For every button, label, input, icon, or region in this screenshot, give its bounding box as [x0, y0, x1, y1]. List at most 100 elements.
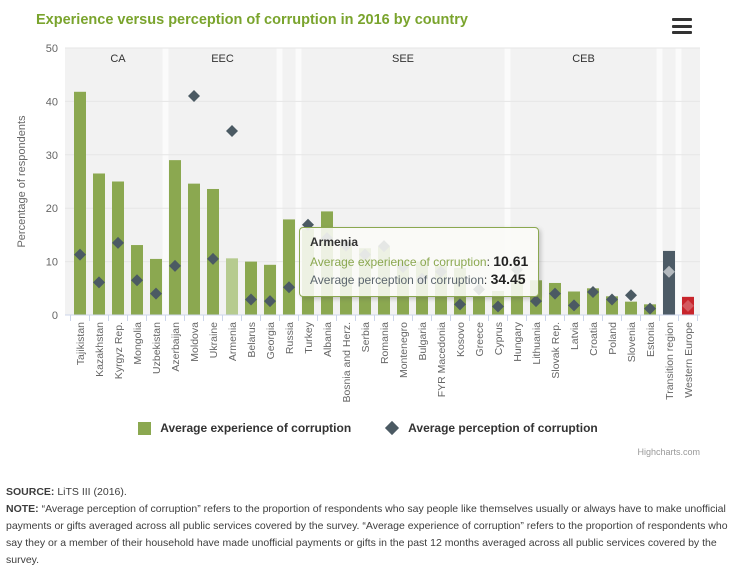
x-axis-label: Uzbekistan — [151, 322, 163, 374]
diamond-marker-mongolia[interactable] — [131, 274, 143, 287]
hamburger-bar — [672, 24, 692, 28]
plot-area: CA EEC SEE CEB Tajikistan Kazakhstan Kyrgyz Re… — [16, 43, 700, 403]
diamond-marker-latvia[interactable] — [568, 299, 580, 312]
x-axis-label: Kyrgyz Rep. — [113, 322, 125, 379]
x-axis-label: Transition region — [664, 322, 676, 400]
bar-armenia[interactable] — [226, 258, 238, 315]
diamond-marker-estonia[interactable] — [644, 302, 656, 315]
x-axis-label: Greece — [474, 322, 486, 357]
region-separator — [162, 48, 169, 315]
x-axis-label: FYR Macedonia — [436, 322, 448, 397]
tooltip-line-perception: Average perception of corruption: 34.45 — [310, 271, 526, 287]
bar-transition-region[interactable] — [663, 250, 675, 315]
diamond-marker-georgia[interactable] — [264, 295, 276, 308]
legend-label-experience: Average experience of corruption — [160, 421, 352, 435]
region-separator — [504, 48, 511, 315]
legend: Average experience of corruption Average… — [0, 420, 736, 436]
x-axis-label: Bosnia and Herz. — [341, 322, 353, 403]
diamond-marker-armenia[interactable] — [226, 125, 238, 138]
diamond-marker-kazakhstan[interactable] — [93, 276, 105, 289]
region-label-eec: EEC — [211, 53, 234, 65]
region-label-ceb: CEB — [572, 53, 595, 65]
tooltip-value-perception: 34.45 — [490, 271, 526, 287]
bar-russia[interactable] — [283, 219, 295, 315]
tooltip-line-experience: Average experience of corruption: 10.61 — [310, 253, 529, 269]
x-axis-label: Hungary — [512, 321, 524, 361]
diamond-marker-kosovo[interactable] — [454, 298, 466, 311]
x-axis-label: Lithuania — [531, 322, 543, 365]
x-axis-label: Albania — [322, 322, 334, 357]
y-axis-label: 50 — [46, 43, 58, 55]
x-axis-label: Romania — [379, 322, 391, 364]
diamond-marker-moldova[interactable] — [188, 90, 200, 103]
chart-container: Experience versus perception of corrupti… — [0, 12, 736, 457]
x-axis-label: Kazakhstan — [94, 322, 106, 377]
x-axis-label: Croatia — [588, 322, 600, 356]
x-axis-label: Tajikistan — [75, 322, 87, 365]
x-axis-label: Latvia — [569, 322, 581, 350]
hamburger-bar — [672, 18, 692, 21]
bar-azerbaijan[interactable] — [169, 160, 181, 315]
region-separator — [656, 48, 663, 315]
source-line: SOURCE: LiTS III (2016). — [6, 486, 127, 498]
chart-title: Experience versus perception of corrupti… — [36, 12, 468, 28]
x-axis-label: Moldova — [189, 322, 201, 362]
hamburger-bar — [672, 31, 692, 34]
y-axis-title: Percentage of respondents — [16, 115, 28, 248]
bar-georgia[interactable] — [264, 264, 276, 315]
diamond-marker-slovenia[interactable] — [625, 289, 637, 302]
bar-uzbekistan[interactable] — [150, 258, 162, 315]
x-axis-label: Cyprus — [493, 322, 505, 355]
y-axis-label: 20 — [46, 203, 58, 215]
diamond-marker-croatia[interactable] — [587, 286, 599, 299]
bar-tajikistan[interactable] — [74, 91, 86, 316]
diamond-marker-kyrgyz-rep-[interactable] — [112, 236, 124, 249]
bar-kazakhstan[interactable] — [93, 173, 105, 315]
legend-item-experience[interactable]: Average experience of corruption — [138, 421, 351, 435]
tooltip-title: Armenia — [310, 235, 359, 249]
region-separator — [276, 48, 283, 315]
note-line: NOTE: “Average perception of corruption”… — [6, 503, 728, 566]
x-axis-label: Azerbaijan — [170, 322, 182, 372]
x-axis-label: Russia — [284, 322, 296, 354]
x-axis-label: Estonia — [645, 322, 657, 357]
diamond-marker-azerbaijan[interactable] — [169, 259, 181, 272]
diamond-marker-cyprus[interactable] — [492, 300, 504, 313]
highcharts-credit-link[interactable]: Highcharts.com — [637, 447, 700, 457]
diamond-marker-lithuania[interactable] — [530, 295, 542, 308]
diamond-marker-uzbekistan[interactable] — [150, 287, 162, 300]
diamond-marker-ukraine[interactable] — [207, 252, 219, 265]
x-axis-label: Turkey — [303, 321, 315, 353]
region-label-see: SEE — [392, 53, 414, 65]
region-separator — [675, 48, 682, 315]
bar-slovenia[interactable] — [625, 301, 637, 315]
x-axis-label: Poland — [607, 322, 619, 355]
x-axis-label: Slovak Rep. — [550, 322, 562, 379]
y-axis-label: 10 — [46, 257, 58, 269]
x-axis-label: Mongolia — [132, 322, 144, 365]
diamond-marker-western-europe[interactable] — [682, 299, 694, 312]
diamond-marker-slovak-rep-[interactable] — [549, 287, 561, 300]
diamond-marker-tajikistan[interactable] — [74, 248, 86, 261]
legend-item-perception[interactable]: Average perception of corruption — [385, 420, 598, 436]
x-axis-label: Belarus — [246, 322, 258, 358]
diamond-marker-transition-region[interactable] — [663, 265, 675, 278]
hamburger-icon[interactable] — [672, 18, 692, 34]
bar-belarus[interactable] — [245, 261, 257, 315]
x-axis-label: Ukraine — [208, 322, 220, 358]
x-axis-label: Kosovo — [455, 322, 467, 357]
diamond-marker-russia[interactable] — [283, 281, 295, 294]
bar-greece[interactable] — [473, 296, 485, 315]
y-axis-label: 30 — [46, 150, 58, 162]
bar-moldova[interactable] — [188, 183, 200, 315]
diamond-marker-belarus[interactable] — [245, 293, 257, 306]
x-axis-label: Bulgaria — [417, 322, 429, 361]
diamond-marker-poland[interactable] — [606, 293, 618, 306]
diamond-icon — [385, 420, 400, 436]
x-axis-label: Western Europe — [683, 322, 695, 398]
bar-ukraine[interactable] — [207, 188, 219, 315]
source-prefix: SOURCE: — [6, 486, 55, 498]
y-axis-label: 0 — [52, 310, 58, 322]
y-axis-label: 40 — [46, 96, 58, 108]
note-prefix: NOTE: — [6, 503, 39, 515]
